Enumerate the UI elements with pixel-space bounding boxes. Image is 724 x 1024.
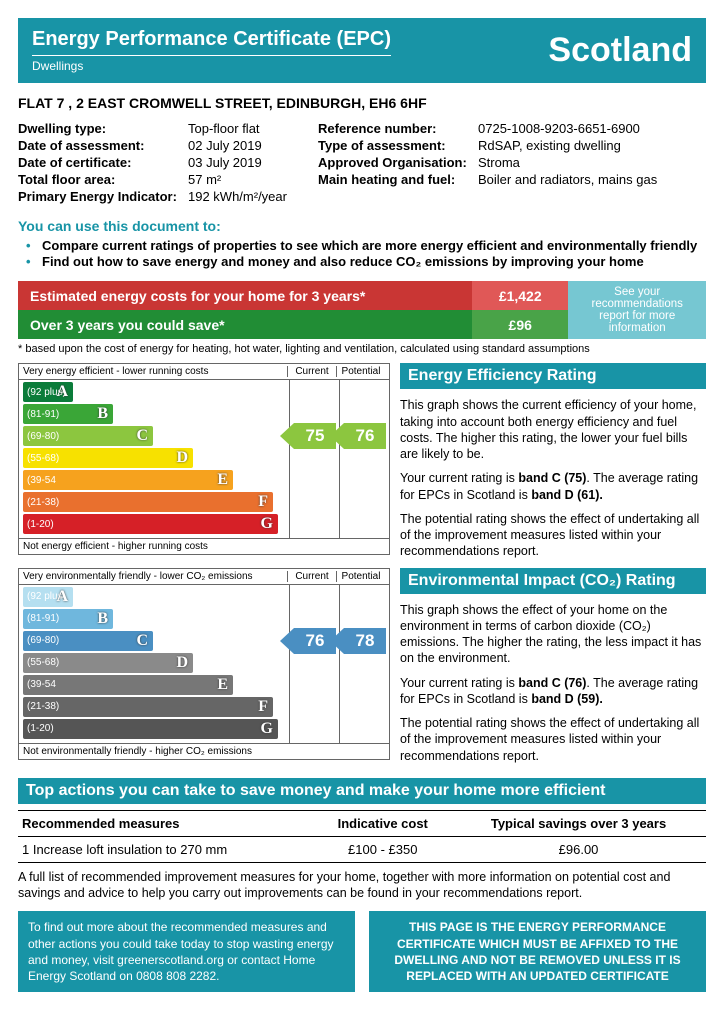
cost-note: * based upon the cost of energy for heat… xyxy=(18,343,706,355)
heating-label: Main heating and fuel: xyxy=(318,172,478,189)
header: Energy Performance Certificate (EPC) Dwe… xyxy=(18,18,706,83)
actions-followup: A full list of recommended improvement m… xyxy=(18,869,706,902)
potential-saving-value: £96 xyxy=(472,310,568,339)
header-left: Energy Performance Certificate (EPC) Dwe… xyxy=(32,28,391,73)
band-row: (92 plus)A xyxy=(23,382,385,402)
actions-col3: Typical savings over 3 years xyxy=(451,810,706,836)
cost-1: £100 - £350 xyxy=(314,836,451,862)
top-actions-title: Top actions you can take to save money a… xyxy=(18,778,706,804)
property-address: FLAT 7 , 2 EAST CROMWELL STREET, EDINBUR… xyxy=(18,95,706,111)
actions-col1: Recommended measures xyxy=(18,810,314,836)
organisation-label: Approved Organisation: xyxy=(318,155,478,172)
band-row: (81-91)B xyxy=(23,404,385,424)
info-box-right: THIS PAGE IS THE ENERGY PERFORMANCE CERT… xyxy=(369,911,706,992)
band-bar-F: (21-38)F xyxy=(23,697,273,717)
use-doc-title: You can use this document to: xyxy=(18,218,706,234)
dwelling-type-label: Dwelling type: xyxy=(18,121,188,138)
band-row: (21-38)F xyxy=(23,492,385,512)
band-bar-B: (81-91)B xyxy=(23,404,113,424)
eff-potential-header: Potential xyxy=(336,366,385,377)
estimated-cost-value: £1,422 xyxy=(472,281,568,310)
info-box-left: To find out more about the recommended m… xyxy=(18,911,355,992)
env-rating-title: Environmental Impact (CO₂) Rating xyxy=(400,568,706,594)
date-assessment-value: 02 July 2019 xyxy=(188,138,318,155)
use-doc-bullets: Compare current ratings of properties to… xyxy=(18,238,706,272)
eff-p1: This graph shows the current efficiency … xyxy=(400,397,706,462)
header-title: Energy Performance Certificate (EPC) xyxy=(32,28,391,51)
header-region: Scotland xyxy=(548,31,692,70)
actions-table: Recommended measures Indicative cost Typ… xyxy=(18,810,706,863)
band-row: (55-68)D xyxy=(23,653,385,673)
reference-value: 0725-1008-9203-6651-6900 xyxy=(478,121,706,138)
use-doc-bullet-1: Compare current ratings of properties to… xyxy=(32,238,706,255)
date-certificate-value: 03 July 2019 xyxy=(188,155,318,172)
band-bar-G: (1-20)G xyxy=(23,514,278,534)
efficiency-chart: Very energy efficient - lower running co… xyxy=(18,363,390,555)
env-top-label: Very environmentally friendly - lower CO… xyxy=(23,571,287,582)
eff-current-header: Current xyxy=(287,366,336,377)
env-p1: This graph shows the effect of your home… xyxy=(400,602,706,667)
estimated-cost-label: Estimated energy costs for your home for… xyxy=(18,281,472,310)
eff-p2: Your current rating is band C (75). The … xyxy=(400,470,706,503)
use-doc-bullet-2: Find out how to save energy and money an… xyxy=(32,254,706,271)
potential-arrow: 76 xyxy=(344,423,386,449)
potential-saving-label: Over 3 years you could save* xyxy=(18,310,472,339)
date-certificate-label: Date of certificate: xyxy=(18,155,188,172)
eff-p3: The potential rating shows the effect of… xyxy=(400,511,706,560)
organisation-value: Stroma xyxy=(478,155,706,172)
table-row: 1 Increase loft insulation to 270 mm £10… xyxy=(18,836,706,862)
env-p2: Your current rating is band C (76). The … xyxy=(400,675,706,708)
actions-col2: Indicative cost xyxy=(314,810,451,836)
floor-area-label: Total floor area: xyxy=(18,172,188,189)
eff-rating-title: Energy Efficiency Rating xyxy=(400,363,706,389)
date-assessment-label: Date of assessment: xyxy=(18,138,188,155)
band-row: (55-68)D xyxy=(23,448,385,468)
band-bar-A: (92 plus)A xyxy=(23,587,73,607)
eff-bottom-label: Not energy efficient - higher running co… xyxy=(19,538,389,554)
environmental-chart: Very environmentally friendly - lower CO… xyxy=(18,568,390,760)
band-row: (21-38)F xyxy=(23,697,385,717)
band-row: (81-91)B xyxy=(23,609,385,629)
saving-1: £96.00 xyxy=(451,836,706,862)
dwelling-type-value: Top-floor flat xyxy=(188,121,318,138)
heating-value: Boiler and radiators, mains gas xyxy=(478,172,706,189)
cost-table: Estimated energy costs for your home for… xyxy=(18,281,706,339)
floor-area-value: 57 m² xyxy=(188,172,318,189)
band-bar-E: (39-54E xyxy=(23,470,233,490)
assessment-type-label: Type of assessment: xyxy=(318,138,478,155)
env-current-header: Current xyxy=(287,571,336,582)
env-bottom-label: Not environmentally friendly - higher CO… xyxy=(19,743,389,759)
property-details: Dwelling type: Date of assessment: Date … xyxy=(18,121,706,206)
pei-label: Primary Energy Indicator: xyxy=(18,189,188,206)
band-row: (1-20)G xyxy=(23,719,385,739)
band-bar-D: (55-68)D xyxy=(23,653,193,673)
measure-1: 1 Increase loft insulation to 270 mm xyxy=(18,836,314,862)
band-bar-E: (39-54E xyxy=(23,675,233,695)
band-row: (39-54E xyxy=(23,675,385,695)
band-row: (92 plus)A xyxy=(23,587,385,607)
band-row: (39-54E xyxy=(23,470,385,490)
header-divider xyxy=(32,55,391,56)
band-bar-G: (1-20)G xyxy=(23,719,278,739)
band-bar-C: (69-80)C xyxy=(23,631,153,651)
env-potential-header: Potential xyxy=(336,571,385,582)
potential-arrow: 78 xyxy=(344,628,386,654)
band-bar-A: (92 plus)A xyxy=(23,382,73,402)
band-bar-F: (21-38)F xyxy=(23,492,273,512)
env-p3: The potential rating shows the effect of… xyxy=(400,715,706,764)
recommendations-notice: See your recommendations report for more… xyxy=(568,281,706,339)
header-subtitle: Dwellings xyxy=(32,59,391,73)
reference-label: Reference number: xyxy=(318,121,478,138)
pei-value: 192 kWh/m²/year xyxy=(188,189,318,206)
band-bar-C: (69-80)C xyxy=(23,426,153,446)
band-bar-B: (81-91)B xyxy=(23,609,113,629)
assessment-type-value: RdSAP, existing dwelling xyxy=(478,138,706,155)
band-row: (1-20)G xyxy=(23,514,385,534)
band-bar-D: (55-68)D xyxy=(23,448,193,468)
eff-top-label: Very energy efficient - lower running co… xyxy=(23,366,287,377)
